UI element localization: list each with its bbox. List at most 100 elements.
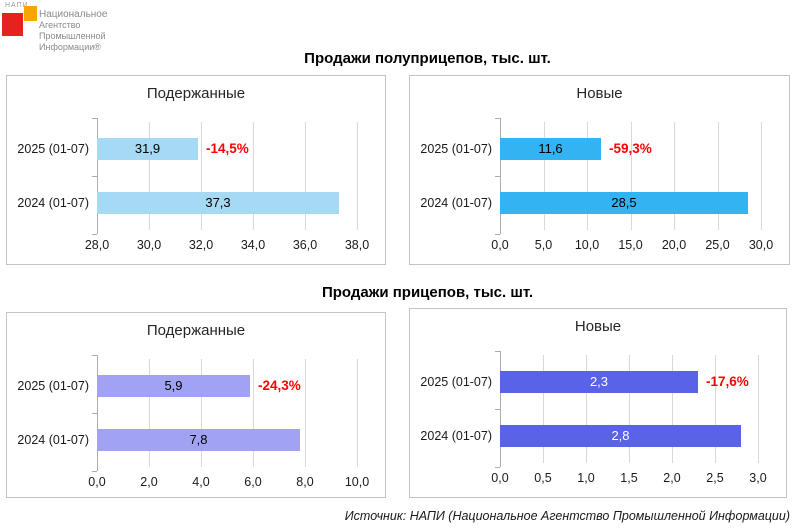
category-label: 2025 (01-07) bbox=[420, 142, 492, 156]
bar: 2,8 bbox=[500, 425, 741, 447]
logo-text-line: Промышленной bbox=[39, 31, 106, 41]
category-label: 2025 (01-07) bbox=[420, 375, 492, 389]
logo-orange-square bbox=[24, 6, 37, 21]
x-tick-label: 2,5 bbox=[706, 471, 724, 485]
gridline bbox=[758, 355, 759, 463]
x-tick-label: 10,0 bbox=[344, 475, 370, 489]
gridline bbox=[761, 122, 762, 230]
x-tick-label: 4,0 bbox=[192, 475, 210, 489]
x-tick-label: 28,0 bbox=[84, 238, 110, 252]
bar: 2,3 bbox=[500, 371, 698, 393]
gridline bbox=[253, 122, 254, 230]
gridline bbox=[717, 122, 719, 230]
gridline bbox=[587, 122, 588, 230]
chart-panel-4: Новые 0,0 0,5 1,0 1,5 2,0 2,5 3,0 2025 (01-07) 2,… bbox=[409, 308, 787, 498]
chart-title: Подержанные bbox=[146, 322, 246, 339]
category-label: 2024 (01-07) bbox=[420, 429, 492, 443]
gridline bbox=[149, 359, 150, 467]
axis-tick-mark bbox=[92, 118, 97, 119]
x-tick-label: 2,0 bbox=[663, 471, 681, 485]
gridline bbox=[674, 122, 675, 230]
gridline bbox=[305, 359, 306, 467]
logo-text-line: Национальное bbox=[39, 9, 108, 20]
bar: 7,8 bbox=[97, 429, 300, 451]
bar-value-label: 5,9 bbox=[164, 378, 183, 393]
chart-panel-2: Новые 0,0 5,0 10,0 15,0 20,0 25,0 30,0 2025 (01-… bbox=[409, 75, 790, 265]
bar-value-label: 37,3 bbox=[205, 195, 231, 210]
axis-tick-mark bbox=[495, 176, 500, 177]
gridline bbox=[149, 122, 150, 230]
axis-tick-mark bbox=[495, 351, 500, 352]
napi-logo: НАПИ Национальное Агентство Промышленной… bbox=[2, 2, 152, 57]
x-tick-label: 1,0 bbox=[577, 471, 595, 485]
gridline bbox=[543, 122, 545, 230]
x-tick-label: 2,0 bbox=[140, 475, 158, 489]
axis-tick-mark bbox=[92, 234, 97, 235]
section-title-semitrailers: Продажи полуприцепов, тыс. шт. bbox=[304, 50, 551, 67]
x-tick-label: 6,0 bbox=[244, 475, 262, 489]
y-axis-line bbox=[97, 118, 98, 234]
category-label: 2024 (01-07) bbox=[17, 433, 89, 447]
gridline bbox=[253, 359, 254, 467]
chart-title: Новые bbox=[574, 318, 622, 335]
chart-panel-1: Подержанные 28,0 30,0 32,0 34,0 36,0 38,0 2025 … bbox=[6, 75, 386, 265]
logo-text-line: Агентство bbox=[39, 20, 81, 30]
chart-panel-3: Подержанные 0,0 2,0 4,0 6,0 8,0 10,0 2025 (01-0… bbox=[6, 312, 386, 498]
x-tick-label: 8,0 bbox=[296, 475, 314, 489]
x-tick-label: 10,0 bbox=[574, 238, 600, 252]
logo-red-square bbox=[2, 13, 23, 36]
axis-tick-mark bbox=[495, 234, 500, 235]
x-tick-label: 3,0 bbox=[749, 471, 767, 485]
gridline bbox=[201, 359, 202, 467]
x-tick-label: 5,0 bbox=[534, 238, 553, 252]
gridline bbox=[357, 359, 358, 467]
chart-title: Новые bbox=[576, 85, 623, 102]
bar: 31,9 bbox=[97, 138, 198, 160]
x-tick-label: 0,5 bbox=[534, 471, 552, 485]
axis-tick-mark bbox=[495, 409, 500, 410]
logo-text-line: Информации® bbox=[39, 42, 101, 52]
category-label: 2025 (01-07) bbox=[17, 379, 89, 393]
x-tick-label: 15,0 bbox=[618, 238, 643, 252]
x-tick-label: 32,0 bbox=[188, 238, 214, 252]
category-label: 2025 (01-07) bbox=[17, 142, 89, 156]
section-title-trailers: Продажи прицепов, тыс. шт. bbox=[321, 284, 534, 301]
y-axis-line bbox=[500, 351, 501, 467]
category-label: 2024 (01-07) bbox=[420, 196, 492, 210]
bar-value-label: 7,8 bbox=[189, 432, 208, 447]
gridline bbox=[357, 122, 358, 230]
gridline bbox=[630, 122, 632, 230]
gridline bbox=[715, 355, 716, 463]
category-label: 2024 (01-07) bbox=[17, 196, 89, 210]
gridline bbox=[586, 355, 587, 463]
chart-title: Подержанные bbox=[146, 85, 246, 102]
gridline bbox=[672, 355, 673, 463]
x-tick-label: 30,0 bbox=[748, 238, 774, 252]
gridline bbox=[543, 355, 544, 463]
bar: 37,3 bbox=[97, 192, 339, 214]
axis-tick-mark bbox=[92, 471, 97, 472]
x-tick-label: 30,0 bbox=[136, 238, 162, 252]
bar-value-label: 28,5 bbox=[611, 195, 637, 210]
x-tick-label: 36,0 bbox=[292, 238, 318, 252]
bar-value-label: 11,6 bbox=[538, 141, 563, 156]
axis-tick-mark bbox=[495, 467, 500, 468]
x-tick-label: 25,0 bbox=[705, 238, 730, 252]
y-axis-line bbox=[500, 118, 501, 234]
axis-tick-mark bbox=[92, 176, 97, 177]
x-tick-label: 34,0 bbox=[240, 238, 266, 252]
change-percent-label: -59,3% bbox=[609, 141, 652, 156]
bar: 5,9 bbox=[97, 375, 250, 397]
logo-text: Национальное Агентство Промышленной Инфо… bbox=[39, 9, 107, 53]
change-percent-label: -14,5% bbox=[206, 141, 249, 156]
bar-value-label: 31,9 bbox=[134, 141, 161, 156]
y-axis-line bbox=[97, 355, 98, 471]
source-note: Источник: НАПИ (Национальное Агентство П… bbox=[344, 509, 790, 523]
gridline bbox=[629, 355, 630, 463]
axis-tick-mark bbox=[495, 118, 500, 119]
x-tick-label: 1,5 bbox=[620, 471, 638, 485]
x-tick-label: 0,0 bbox=[491, 471, 509, 485]
logo-acronym: НАПИ bbox=[5, 2, 29, 9]
x-tick-label: 20,0 bbox=[661, 238, 687, 252]
